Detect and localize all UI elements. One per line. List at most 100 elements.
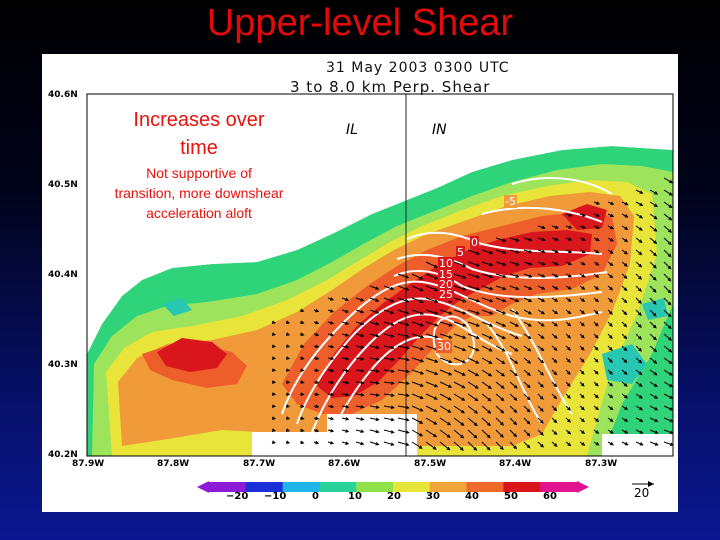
wind-vector-head — [514, 372, 518, 377]
wind-vector-head — [580, 346, 585, 351]
wind-vector — [649, 261, 657, 269]
wind-vector — [481, 429, 491, 438]
wind-vector-head — [390, 442, 395, 446]
wind-vector-head — [433, 421, 438, 425]
wind-vector-head — [475, 372, 480, 377]
wind-vector — [467, 345, 479, 352]
wind-vector-head — [489, 311, 494, 315]
wind-vector — [509, 297, 519, 302]
wind-vector — [635, 345, 642, 352]
wind-vector-head — [553, 335, 558, 339]
wind-vector-head — [375, 345, 380, 350]
wind-vector-head — [462, 299, 467, 303]
wind-vector-head — [375, 369, 380, 373]
wind-vector-head — [462, 275, 467, 279]
wind-vector-head — [405, 430, 410, 434]
wind-vector — [663, 321, 672, 329]
wind-vector — [495, 273, 506, 278]
wind-vector — [635, 441, 643, 446]
wind-vector-head — [315, 344, 320, 349]
wind-vector-head — [580, 322, 585, 327]
wind-vector — [397, 333, 409, 338]
wind-vector — [495, 297, 506, 302]
wind-vector — [481, 285, 493, 290]
wind-vector — [481, 357, 492, 364]
wind-vector-head — [624, 418, 629, 422]
wind-vector — [663, 417, 673, 422]
wind-vector — [453, 273, 466, 279]
wind-vector — [355, 297, 364, 302]
wind-vector-head — [420, 335, 425, 339]
annotation-headline: Increases over time — [133, 109, 265, 159]
wind-vector-head — [360, 298, 365, 302]
wind-vector-head — [434, 287, 439, 292]
wind-vector — [369, 345, 379, 349]
contour-label: 10 — [438, 257, 454, 270]
wind-vector-head — [610, 225, 615, 230]
wind-vector-head — [330, 368, 335, 373]
wind-vector — [537, 393, 544, 400]
wind-vector-head — [390, 405, 395, 410]
wind-vector — [467, 357, 479, 364]
wind-vector — [495, 285, 506, 290]
wind-vector-head — [540, 383, 544, 388]
wind-vector-head — [596, 201, 601, 205]
wind-vector — [649, 429, 658, 434]
wind-vector-head — [609, 406, 614, 411]
wind-vector-head — [653, 383, 658, 388]
wind-vector-head — [315, 380, 320, 385]
colorbar-segment — [356, 482, 394, 492]
wind-vector — [481, 309, 493, 315]
wind-vector-head — [360, 333, 365, 338]
wind-vector — [523, 357, 531, 364]
wind-vector-head — [528, 286, 533, 290]
wind-vector-head — [271, 368, 277, 372]
wind-vector-head — [669, 383, 673, 388]
wind-vector — [383, 405, 394, 409]
wind-vector — [635, 321, 642, 328]
wind-vector-head — [271, 428, 277, 432]
colorbar-segment — [466, 482, 504, 492]
wind-vector — [411, 333, 424, 338]
state-label-in: IN — [432, 122, 447, 138]
wind-vector-head — [405, 442, 410, 447]
wind-vector-head — [489, 250, 494, 255]
wind-vector-head — [624, 238, 629, 243]
wind-vector-head — [624, 406, 629, 411]
wind-vector-head — [513, 421, 518, 426]
wind-vector — [523, 369, 531, 376]
wind-vector — [537, 369, 544, 376]
wind-vector — [537, 309, 545, 315]
wind-vector — [649, 357, 657, 364]
wind-vector-head — [420, 359, 425, 363]
wind-vector-head — [419, 276, 424, 280]
wind-vector-head — [286, 404, 291, 408]
wind-vector-head — [489, 298, 494, 303]
wind-vector-head — [462, 263, 467, 268]
wind-vector-head — [567, 274, 572, 278]
wind-vector-head — [390, 417, 395, 422]
wind-vector-head — [667, 289, 672, 294]
wind-vector — [397, 297, 409, 303]
wind-vector — [649, 333, 657, 340]
wind-vector-head — [300, 392, 305, 396]
wind-vector-head — [375, 381, 380, 385]
wind-vector-head — [624, 394, 628, 399]
wind-vector-head — [652, 300, 657, 305]
wind-vector — [537, 345, 544, 351]
wind-vector — [439, 417, 451, 426]
wind-vector-head — [652, 264, 657, 269]
wind-vector-head — [405, 417, 410, 422]
wind-vector-head — [609, 311, 613, 315]
wind-vector-head — [623, 287, 628, 292]
wind-vector — [509, 285, 519, 290]
wind-vector-head — [488, 360, 493, 364]
wind-vector — [355, 381, 364, 384]
wind-vector — [453, 417, 464, 426]
wind-vector-head — [594, 382, 599, 387]
wind-vector — [397, 309, 409, 314]
wind-vector — [411, 369, 424, 375]
wind-vector-head — [595, 225, 600, 229]
wind-vector-head — [638, 275, 643, 280]
wind-vector-head — [489, 323, 494, 327]
